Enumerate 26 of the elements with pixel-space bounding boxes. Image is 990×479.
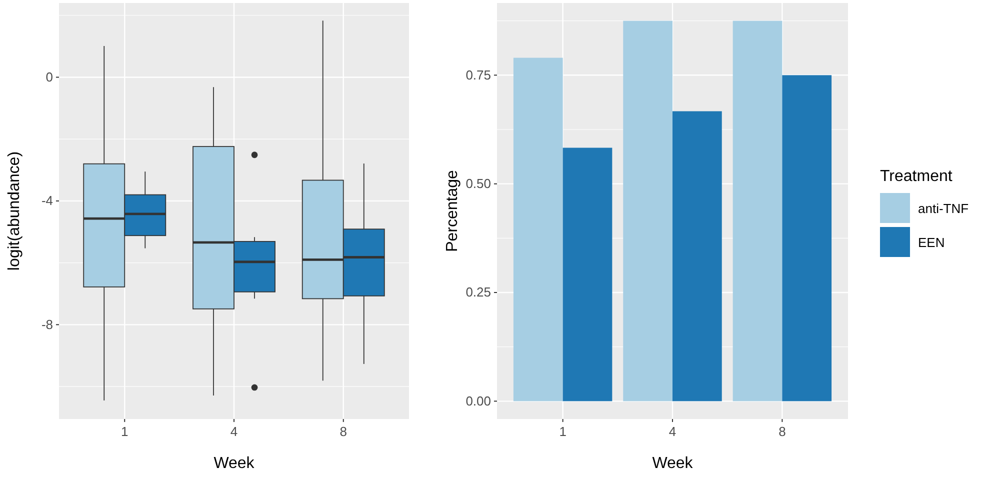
x-tick-label: 8 — [340, 424, 347, 440]
y-tick-label: 0 — [46, 69, 53, 84]
y-tick-label: 0.50 — [466, 176, 491, 191]
x-tick-label: 4 — [668, 424, 676, 440]
legend-label: anti-TNF — [918, 201, 969, 216]
legend-label: EEN — [918, 235, 945, 250]
bar — [562, 148, 612, 402]
x-axis-title: Week — [214, 455, 256, 472]
y-tick-label: -8 — [41, 316, 53, 332]
y-axis-title: Percentage — [444, 170, 461, 252]
bar — [513, 58, 563, 402]
bar — [732, 20, 782, 402]
legend-title: Treatment — [880, 168, 953, 185]
y-tick-label: 0.75 — [466, 67, 491, 82]
x-tick-label: 4 — [230, 424, 238, 440]
y-axis-title: logit(abundance) — [6, 151, 23, 271]
x-tick-label: 8 — [778, 424, 786, 440]
y-tick-label: 0.00 — [466, 393, 491, 408]
y-tick-label: -4 — [41, 193, 53, 208]
y-tick-label: 0.25 — [466, 284, 491, 300]
x-tick-label: 1 — [559, 424, 566, 440]
bar — [672, 111, 722, 402]
x-axis-title: Week — [652, 455, 694, 472]
bar — [623, 20, 672, 402]
x-tick-label: 1 — [121, 424, 128, 440]
bar — [782, 75, 832, 402]
